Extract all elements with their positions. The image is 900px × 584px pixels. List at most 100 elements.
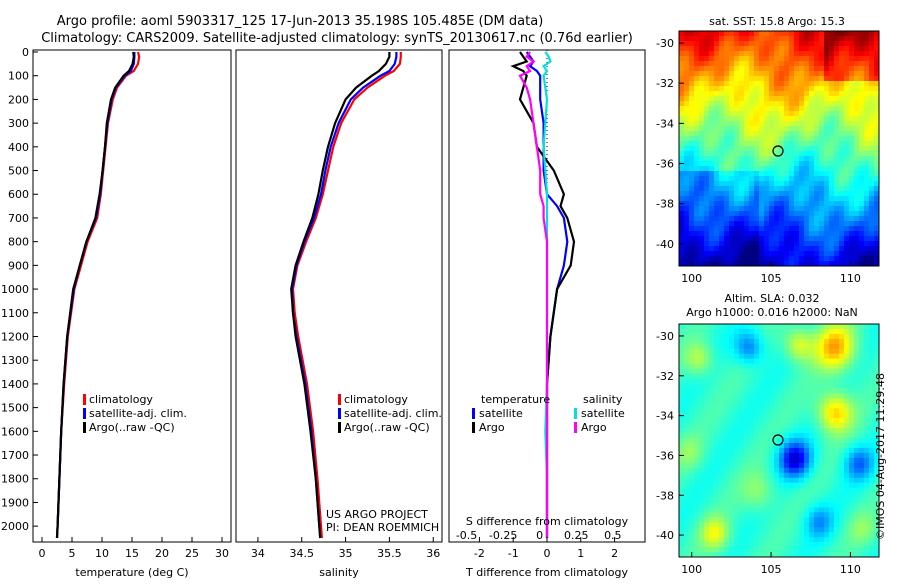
map-cell <box>844 226 850 232</box>
map-cell <box>739 482 745 488</box>
map-cell <box>784 66 790 72</box>
map-cell <box>869 61 875 67</box>
map-cell <box>844 121 850 127</box>
map-cell <box>794 166 800 172</box>
map-cell <box>794 487 800 493</box>
map-cell <box>684 86 690 92</box>
map-cell <box>784 56 790 62</box>
map-cell <box>854 41 860 47</box>
map-cell <box>784 221 790 227</box>
map-cell <box>784 413 790 419</box>
map-cell <box>709 71 715 77</box>
map-cell <box>789 126 795 132</box>
map-cell <box>839 537 845 543</box>
map-cell <box>774 442 780 449</box>
map-cell <box>869 146 875 152</box>
map-cell <box>769 256 775 262</box>
map-cell <box>804 86 810 92</box>
map-y-tick-label: -32 <box>656 77 674 90</box>
map-cell <box>809 343 815 350</box>
map-cell <box>799 141 805 147</box>
map-cell <box>729 552 735 558</box>
map-cell <box>769 507 775 513</box>
map-cell <box>689 181 695 187</box>
map-cell <box>794 51 800 57</box>
map-cell <box>844 51 850 57</box>
legend-title-salinity: salinity <box>583 393 623 406</box>
map-cell <box>769 433 775 439</box>
map-cell <box>699 353 705 360</box>
map-cell <box>749 363 755 370</box>
map-cell <box>774 216 780 222</box>
map-cell <box>829 527 835 533</box>
map-cell <box>764 261 770 267</box>
map-cell <box>874 333 880 340</box>
map-cell <box>829 61 835 67</box>
map-cell <box>699 532 705 538</box>
map-cell <box>694 171 700 177</box>
map-cell <box>849 502 855 508</box>
map-cell <box>874 81 880 87</box>
map-cell <box>829 408 835 414</box>
map-cell <box>714 216 720 222</box>
map-cell <box>744 388 750 394</box>
map-cell <box>779 428 785 434</box>
map-cell <box>754 196 760 202</box>
map-cell <box>794 492 800 498</box>
map-cell <box>784 433 790 439</box>
map-cell <box>819 221 825 227</box>
map-cell <box>809 403 815 409</box>
map-cell <box>854 136 860 142</box>
map-cell <box>734 171 740 177</box>
map-cell <box>774 348 780 355</box>
map-cell <box>704 348 710 355</box>
s-diff-tick-label: -0.5 <box>456 529 477 542</box>
map-cell <box>784 537 790 543</box>
map-cell <box>679 196 685 202</box>
map-cell <box>869 116 875 122</box>
map-cell <box>704 241 710 247</box>
legend-title-temperature: temperature <box>481 393 550 406</box>
map-cell <box>869 71 875 77</box>
map-cell <box>684 522 690 528</box>
map-cell <box>789 482 795 488</box>
map-cell <box>679 176 685 182</box>
map-cell <box>684 338 690 345</box>
map-cell <box>849 161 855 167</box>
map-cell <box>844 343 850 350</box>
map-cell <box>774 472 780 479</box>
map-cell <box>729 91 735 97</box>
map-cell <box>694 206 700 212</box>
map-cell <box>699 191 705 197</box>
map-cell <box>829 141 835 147</box>
map-cell <box>764 423 770 429</box>
map-cell <box>719 398 725 404</box>
map-cell <box>739 527 745 533</box>
map-cell <box>874 532 880 538</box>
map-cell <box>699 472 705 479</box>
map-cell <box>724 76 730 82</box>
map-cell <box>744 41 750 47</box>
map-cell <box>694 338 700 345</box>
map-cell <box>754 191 760 197</box>
map-cell <box>774 383 780 389</box>
map-cell <box>874 423 880 429</box>
map-cell <box>774 221 780 227</box>
map-cell <box>729 36 735 42</box>
map-cell <box>759 121 765 127</box>
map-cell <box>819 358 825 365</box>
map-cell <box>774 418 780 424</box>
map-cell <box>684 433 690 439</box>
map-cell <box>729 383 735 389</box>
map-cell <box>844 477 850 484</box>
map-cell <box>839 373 845 379</box>
map-cell <box>799 442 805 449</box>
map-cell <box>779 181 785 187</box>
map-cell <box>679 86 685 92</box>
map-cell <box>794 343 800 350</box>
map-cell <box>714 256 720 262</box>
map-cell <box>764 378 770 384</box>
map-cell <box>804 81 810 87</box>
map-cell <box>734 462 740 469</box>
map-cell <box>704 532 710 538</box>
